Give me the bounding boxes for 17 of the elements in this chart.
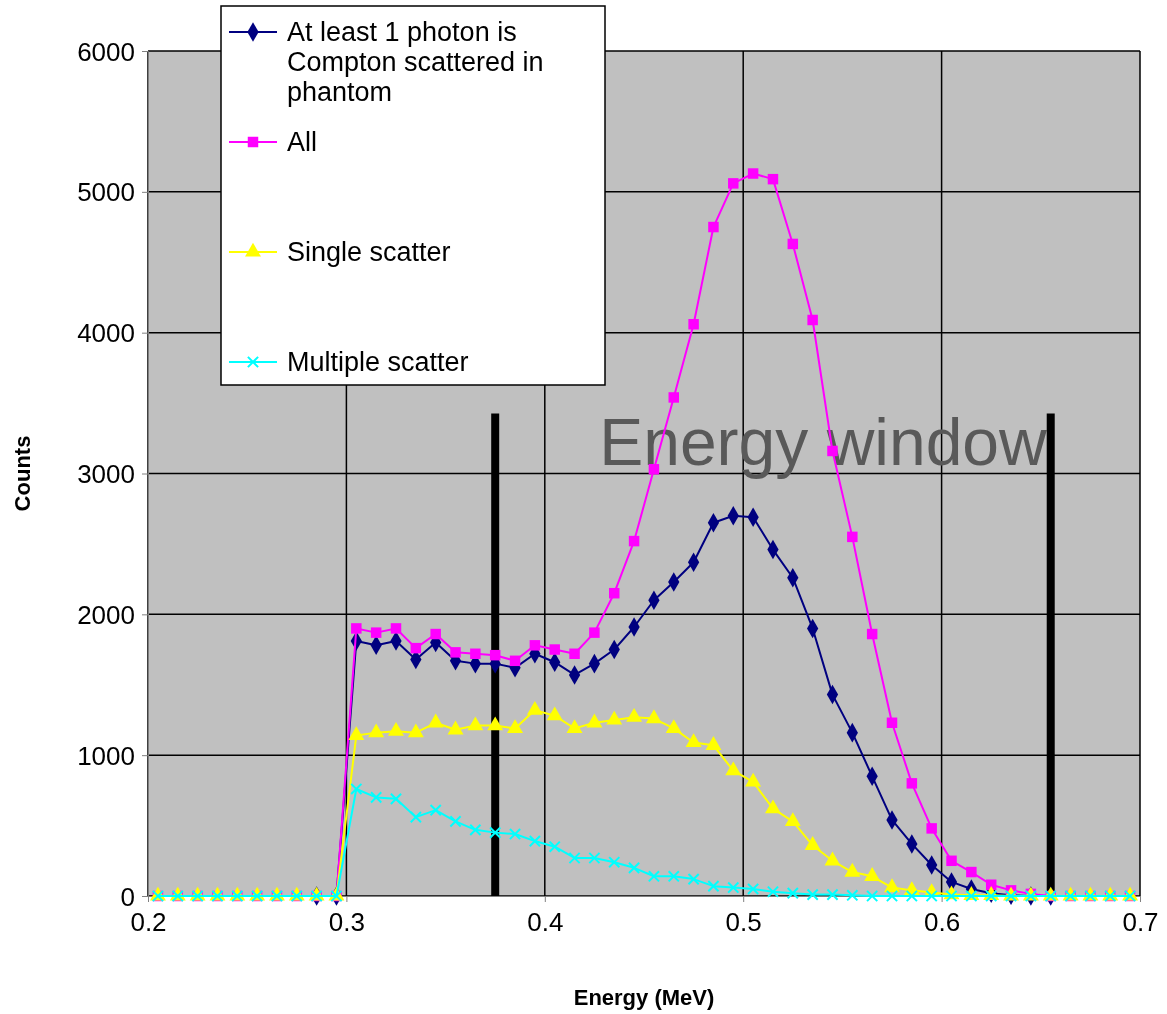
y-axis-title: Counts <box>10 435 35 512</box>
y-tick-label: 6000 <box>77 36 135 67</box>
legend-label: At least 1 photon is Compton scattered in phantom <box>287 17 544 107</box>
x-tick-label: 0.6 <box>924 907 961 937</box>
x-tick-label: 0.4 <box>527 907 564 937</box>
y-tick-label: 2000 <box>77 599 135 630</box>
legend-label: All <box>287 127 318 158</box>
x-tick-label: 0.3 <box>328 907 365 937</box>
y-tick-label: 3000 <box>77 459 135 490</box>
legend-label: Multiple scatter <box>287 347 469 378</box>
y-tick-label: 1000 <box>77 740 135 771</box>
x-axis-title: Energy (MeV) <box>573 985 715 1010</box>
legend-label: Single scatter <box>287 237 451 268</box>
y-tick-label: 5000 <box>77 177 135 208</box>
y-tick-label: 4000 <box>77 318 135 349</box>
x-tick-label: 0.7 <box>1122 907 1159 937</box>
x-tick-label: 0.5 <box>725 907 762 937</box>
